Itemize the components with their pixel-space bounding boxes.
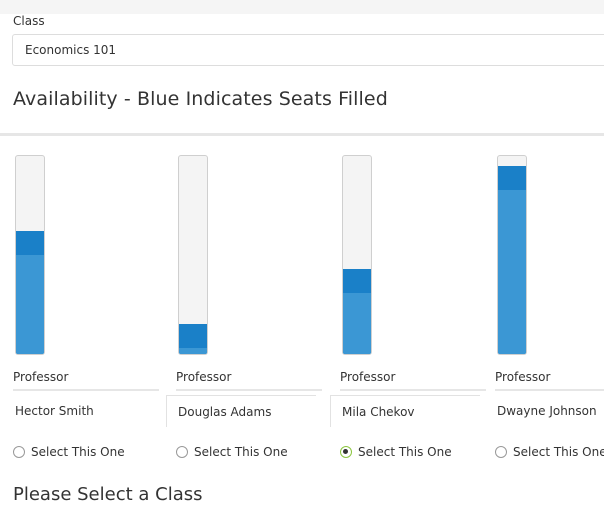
- professor-card-dwayne-johnson: Professor Dwayne Johnson Select This One: [495, 155, 604, 465]
- professor-name: Mila Chekov: [330, 395, 480, 427]
- select-this-one-label[interactable]: Select This One: [31, 445, 125, 459]
- professor-divider: [13, 389, 159, 391]
- section-divider: [0, 133, 604, 136]
- professor-name: Douglas Adams: [166, 395, 316, 427]
- radio-button[interactable]: [13, 446, 25, 458]
- professor-divider: [340, 389, 486, 391]
- professor-label: Professor: [13, 370, 69, 384]
- professor-label: Professor: [176, 370, 232, 384]
- seats-filled-fill: [16, 231, 44, 354]
- seats-filled-fill: [343, 268, 371, 354]
- class-select[interactable]: Economics 101: [12, 34, 604, 66]
- radio-button[interactable]: [340, 446, 352, 458]
- availability-bar: [497, 155, 527, 355]
- availability-bar: [178, 155, 208, 355]
- radio-button[interactable]: [495, 446, 507, 458]
- professor-card-mila-chekov: Professor Mila Chekov Select This One: [330, 155, 500, 465]
- top-band: [0, 0, 604, 14]
- professor-name: Hector Smith: [13, 395, 163, 427]
- professor-divider: [495, 389, 604, 391]
- professor-card-douglas-adams: Professor Douglas Adams Select This One: [166, 155, 336, 465]
- professor-label: Professor: [495, 370, 551, 384]
- professor-name: Dwayne Johnson: [495, 395, 604, 427]
- professor-card-hector-smith: Professor Hector Smith Select This One: [13, 155, 173, 465]
- select-this-one-label[interactable]: Select This One: [194, 445, 288, 459]
- seats-filled-fill: [179, 324, 207, 354]
- professor-divider: [176, 389, 322, 391]
- radio-button[interactable]: [176, 446, 188, 458]
- seats-filled-fill: [498, 165, 526, 354]
- select-professor-option[interactable]: Select This One: [340, 444, 452, 460]
- status-message: Please Select a Class: [13, 484, 203, 505]
- select-professor-option[interactable]: Select This One: [176, 444, 288, 460]
- professor-label: Professor: [340, 370, 396, 384]
- select-this-one-label[interactable]: Select This One: [358, 445, 452, 459]
- availability-bar: [15, 155, 45, 355]
- select-this-one-label[interactable]: Select This One: [513, 445, 604, 459]
- select-professor-option[interactable]: Select This One: [495, 444, 604, 460]
- select-professor-option[interactable]: Select This One: [13, 444, 125, 460]
- class-label: Class: [13, 14, 45, 28]
- availability-bar: [342, 155, 372, 355]
- availability-heading: Availability - Blue Indicates Seats Fill…: [13, 88, 388, 110]
